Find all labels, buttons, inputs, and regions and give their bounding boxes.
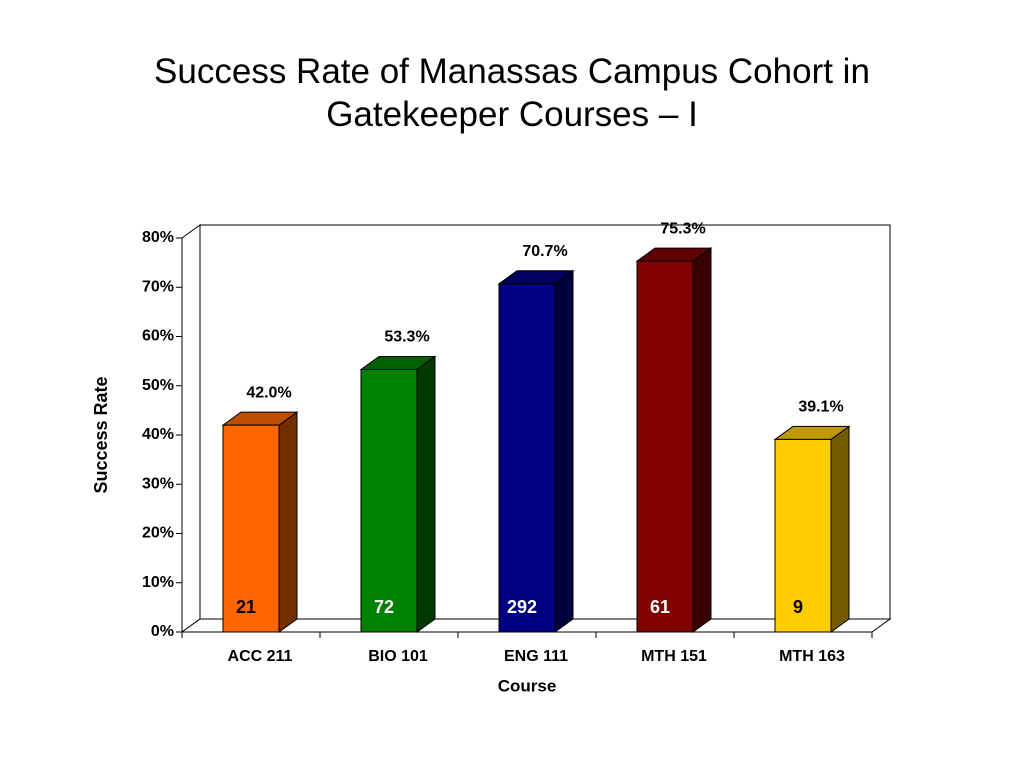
- bar: [498, 283, 556, 633]
- bar-side: [830, 425, 850, 633]
- bar: [222, 424, 280, 633]
- bar-side: [278, 411, 298, 633]
- bar-side: [692, 247, 712, 633]
- y-tick-label: 20%: [142, 525, 174, 542]
- bar-side: [554, 269, 574, 633]
- y-tick-label: 10%: [142, 574, 174, 591]
- y-tick-label: 80%: [142, 229, 174, 246]
- x-tick-label: MTH 151: [641, 648, 707, 665]
- x-tick-label: MTH 163: [779, 648, 845, 665]
- count-label: 72: [374, 597, 394, 617]
- x-tick-label: ACC 211: [228, 648, 293, 665]
- value-label: 39.1%: [798, 399, 843, 416]
- bar: [774, 438, 832, 633]
- value-label: 42.0%: [246, 384, 291, 401]
- count-label: 9: [793, 597, 803, 617]
- y-tick-label: 30%: [142, 475, 174, 492]
- bar-side: [416, 355, 436, 633]
- value-label: 75.3%: [660, 220, 705, 237]
- chart-title: Success Rate of Manassas Campus Cohort i…: [154, 52, 870, 134]
- x-tick-label: ENG 111: [504, 648, 568, 665]
- value-label: 53.3%: [384, 329, 429, 346]
- count-label: 61: [650, 597, 670, 617]
- y-tick-label: 50%: [142, 377, 174, 394]
- x-tick-label: BIO 101: [368, 648, 428, 665]
- count-label: 292: [507, 597, 537, 617]
- y-tick-label: 40%: [142, 426, 174, 443]
- side-wall: [181, 224, 201, 633]
- x-axis-title: Course: [498, 676, 557, 695]
- y-tick-label: 0%: [151, 623, 174, 640]
- y-tick-label: 60%: [142, 328, 174, 345]
- bar: [636, 260, 694, 633]
- y-tick-label: 70%: [142, 278, 174, 295]
- y-axis-title: Success Rate: [91, 376, 111, 493]
- count-label: 21: [236, 597, 256, 617]
- value-label: 70.7%: [522, 243, 567, 260]
- bar: [360, 368, 418, 633]
